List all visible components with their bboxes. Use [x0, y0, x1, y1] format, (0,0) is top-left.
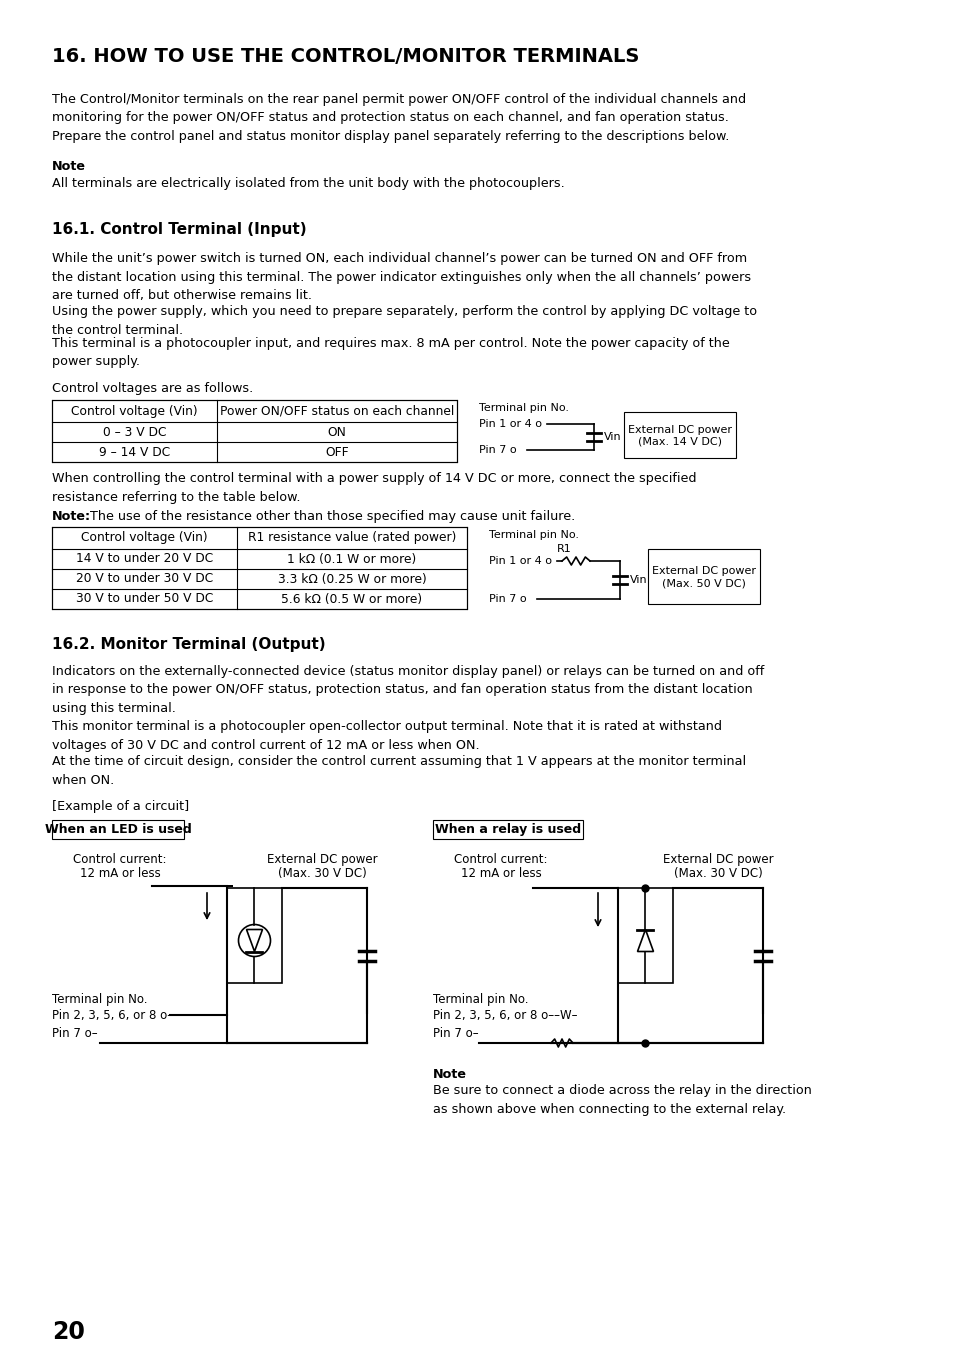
Text: Power ON/OFF status on each channel: Power ON/OFF status on each channel — [219, 404, 454, 417]
Text: 16.1. Control Terminal (Input): 16.1. Control Terminal (Input) — [52, 222, 306, 236]
Bar — [618, 888, 672, 984]
Text: The use of the resistance other than those specified may cause unit failure.: The use of the resistance other than tho… — [86, 509, 575, 523]
Text: All terminals are electrically isolated from the unit body with the photocoupler: All terminals are electrically isolated … — [52, 177, 564, 190]
Bar — [52, 527, 467, 609]
Text: Vin: Vin — [629, 576, 647, 585]
Text: 1 kΩ (0.1 W or more): 1 kΩ (0.1 W or more) — [287, 553, 416, 566]
Text: Terminal pin No.: Terminal pin No. — [433, 993, 528, 1006]
Text: 16.2. Monitor Terminal (Output): 16.2. Monitor Terminal (Output) — [52, 638, 325, 653]
Text: Pin 2, 3, 5, 6, or 8 o–: Pin 2, 3, 5, 6, or 8 o– — [52, 1009, 172, 1021]
Text: While the unit’s power switch is turned ON, each individual channel’s power can : While the unit’s power switch is turned … — [52, 253, 750, 303]
Text: External DC power: External DC power — [662, 852, 773, 866]
Text: Control voltages are as follows.: Control voltages are as follows. — [52, 382, 253, 394]
Text: [Example of a circuit]: [Example of a circuit] — [52, 800, 189, 813]
Text: Terminal pin No.: Terminal pin No. — [489, 530, 578, 540]
Text: (Max. 14 V DC): (Max. 14 V DC) — [638, 436, 721, 447]
Text: (Max. 30 V DC): (Max. 30 V DC) — [277, 867, 366, 880]
Text: When a relay is used: When a relay is used — [435, 823, 580, 836]
Text: The Control/Monitor terminals on the rear panel permit power ON/OFF control of t: The Control/Monitor terminals on the rea… — [52, 93, 745, 143]
Text: Terminal pin No.: Terminal pin No. — [478, 403, 568, 413]
Text: Note: Note — [433, 1069, 467, 1081]
Text: (Max. 30 V DC): (Max. 30 V DC) — [673, 867, 761, 880]
Text: This monitor terminal is a photocoupler open-collector output terminal. Note tha: This monitor terminal is a photocoupler … — [52, 720, 721, 751]
Text: External DC power: External DC power — [627, 426, 731, 435]
Text: 12 mA or less: 12 mA or less — [460, 867, 540, 880]
Text: Pin 2, 3, 5, 6, or 8 o––W–: Pin 2, 3, 5, 6, or 8 o––W– — [433, 1009, 577, 1021]
Bar — [52, 820, 184, 839]
Text: When an LED is used: When an LED is used — [45, 823, 192, 836]
Text: Control voltage (Vin): Control voltage (Vin) — [71, 404, 197, 417]
Text: 3.3 kΩ (0.25 W or more): 3.3 kΩ (0.25 W or more) — [277, 573, 426, 585]
Text: 9 – 14 V DC: 9 – 14 V DC — [99, 446, 170, 458]
Text: R1 resistance value (rated power): R1 resistance value (rated power) — [248, 531, 456, 544]
Text: When controlling the control terminal with a power supply of 14 V DC or more, co: When controlling the control terminal wi… — [52, 471, 696, 504]
Text: At the time of circuit design, consider the control current assuming that 1 V ap: At the time of circuit design, consider … — [52, 755, 745, 786]
Bar — [433, 820, 582, 839]
Text: Pin 7 o: Pin 7 o — [478, 444, 517, 455]
Text: 0 – 3 V DC: 0 – 3 V DC — [103, 426, 166, 439]
Text: Pin 1 or 4 o: Pin 1 or 4 o — [478, 419, 541, 430]
Text: This terminal is a photocoupler input, and requires max. 8 mA per control. Note : This terminal is a photocoupler input, a… — [52, 336, 729, 369]
Bar — [647, 549, 760, 604]
Text: 30 V to under 50 V DC: 30 V to under 50 V DC — [75, 593, 213, 605]
Text: Be sure to connect a diode across the relay in the direction
as shown above when: Be sure to connect a diode across the re… — [433, 1084, 811, 1116]
Text: Note: Note — [52, 159, 86, 173]
Text: Pin 7 o–: Pin 7 o– — [433, 1027, 478, 1040]
Text: Using the power supply, which you need to prepare separately, perform the contro: Using the power supply, which you need t… — [52, 305, 757, 336]
Text: Pin 7 o–: Pin 7 o– — [52, 1027, 97, 1040]
Text: OFF: OFF — [325, 446, 349, 458]
Text: (Max. 50 V DC): (Max. 50 V DC) — [661, 578, 745, 589]
Text: Pin 7 o: Pin 7 o — [489, 594, 526, 604]
Text: 12 mA or less: 12 mA or less — [79, 867, 160, 880]
Text: Note:: Note: — [52, 509, 91, 523]
Bar — [52, 400, 456, 462]
Text: External DC power: External DC power — [267, 852, 377, 866]
Text: 16. HOW TO USE THE CONTROL/MONITOR TERMINALS: 16. HOW TO USE THE CONTROL/MONITOR TERMI… — [52, 47, 639, 66]
Text: R1: R1 — [557, 544, 571, 554]
Text: 14 V to under 20 V DC: 14 V to under 20 V DC — [76, 553, 213, 566]
Text: Control current:: Control current: — [454, 852, 547, 866]
Bar — [227, 888, 282, 984]
Text: Control current:: Control current: — [73, 852, 167, 866]
Text: Vin: Vin — [603, 432, 621, 442]
Text: Control voltage (Vin): Control voltage (Vin) — [81, 531, 208, 544]
Text: Indicators on the externally-connected device (status monitor display panel) or : Indicators on the externally-connected d… — [52, 665, 763, 715]
Bar — [623, 412, 735, 458]
Text: 20 V to under 30 V DC: 20 V to under 30 V DC — [76, 573, 213, 585]
Text: Terminal pin No.: Terminal pin No. — [52, 993, 148, 1006]
Text: ON: ON — [327, 426, 346, 439]
Text: 5.6 kΩ (0.5 W or more): 5.6 kΩ (0.5 W or more) — [281, 593, 422, 605]
Text: 20: 20 — [52, 1320, 85, 1344]
Text: External DC power: External DC power — [651, 566, 755, 577]
Text: Pin 1 or 4 o: Pin 1 or 4 o — [489, 557, 552, 566]
